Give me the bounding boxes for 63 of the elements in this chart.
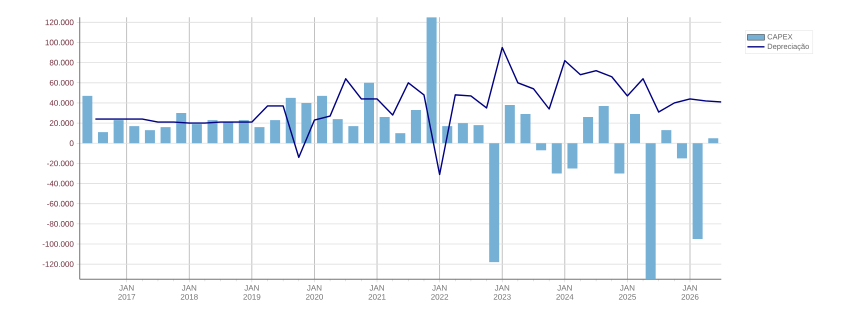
bar <box>238 120 249 144</box>
y-tick-label: -60.000 <box>47 200 74 207</box>
bar <box>676 143 687 158</box>
bar <box>114 120 124 144</box>
x-tick-label: JAN 2017 <box>118 285 136 300</box>
y-tick-label: 80.000 <box>50 60 74 66</box>
bar <box>364 82 374 144</box>
y-tick-label: -120.000 <box>42 261 74 268</box>
x-tick-label: JAN 2018 <box>180 285 198 300</box>
x-tick-label: JAN 2026 <box>682 285 699 300</box>
bar <box>614 143 624 174</box>
x-tick-label: JAN 2024 <box>556 285 574 300</box>
y-tick-label: 60.000 <box>50 80 74 86</box>
bar <box>583 117 594 144</box>
bar <box>646 143 656 280</box>
y-tick-label: -20.000 <box>47 160 74 166</box>
x-tick-label: JAN 2019 <box>243 285 260 300</box>
bar <box>598 106 609 144</box>
bar <box>692 143 703 239</box>
bar <box>552 143 562 174</box>
y-tick-label: 120.000 <box>46 20 74 26</box>
y-tick-label: -80.000 <box>47 221 74 227</box>
bar <box>176 113 186 144</box>
bar <box>98 132 108 144</box>
bar <box>160 127 171 144</box>
bar <box>82 96 92 144</box>
bar <box>254 127 264 144</box>
y-tick-label: 0 <box>70 140 74 146</box>
bar <box>458 123 468 144</box>
bar <box>410 110 421 144</box>
y-tick-label: 40.000 <box>50 100 74 106</box>
bar <box>474 125 484 144</box>
bar <box>129 126 140 144</box>
bar <box>380 117 390 144</box>
y-tick-label: 20.000 <box>50 120 74 126</box>
bar <box>317 96 328 144</box>
bar <box>192 124 202 144</box>
bar <box>567 143 578 168</box>
bar <box>661 130 672 144</box>
bar <box>536 143 546 150</box>
bar <box>144 130 155 144</box>
bar <box>708 138 718 144</box>
bar <box>301 102 312 144</box>
bar <box>270 120 280 144</box>
bar <box>520 114 530 144</box>
x-tick-label: JAN 2022 <box>431 285 448 300</box>
x-tick-label: JAN 2020 <box>306 285 324 300</box>
bar <box>426 17 437 144</box>
bar <box>395 133 406 144</box>
x-tick-label: JAN 2023 <box>494 285 511 300</box>
bar <box>348 126 358 144</box>
x-tick-label: JAN 2025 <box>618 285 636 300</box>
bar <box>223 122 234 144</box>
bar <box>286 98 296 144</box>
y-tick-label: -40.000 <box>47 180 74 186</box>
bar <box>208 120 218 144</box>
bar <box>332 119 343 144</box>
bar <box>630 114 640 144</box>
bar <box>504 104 515 144</box>
bar <box>489 143 500 262</box>
x-tick-label: JAN 2021 <box>368 285 386 300</box>
y-tick-label: -100.000 <box>42 241 74 247</box>
y-tick-label: 100.000 <box>46 40 74 46</box>
